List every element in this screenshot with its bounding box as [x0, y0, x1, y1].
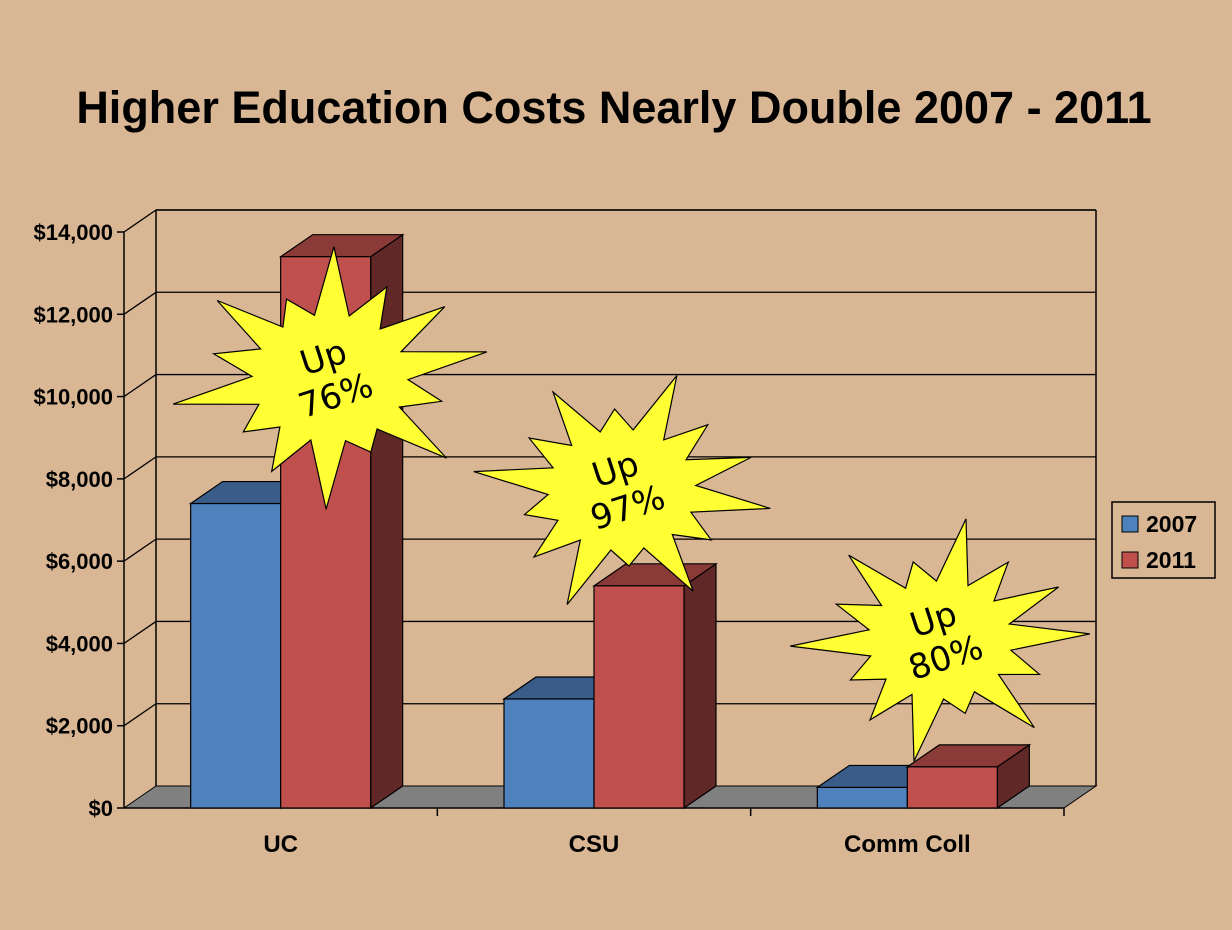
starburst-shape — [473, 375, 771, 605]
bar-csu-2011 — [592, 562, 718, 810]
gridline — [123, 373, 1096, 398]
legend-box — [1111, 501, 1216, 579]
starburst-shape — [790, 518, 1090, 762]
bar-front — [503, 698, 595, 809]
chart-title: Higher Education Costs Nearly Double 200… — [76, 82, 1151, 133]
bar-front — [593, 585, 685, 809]
y-tick-label: $14,000 — [33, 220, 113, 245]
gridline — [123, 291, 1096, 315]
gridline — [123, 456, 1096, 480]
y-tick-label: $8,000 — [46, 467, 113, 492]
x-tick-label: Comm Coll — [844, 831, 971, 858]
legend-swatch — [1121, 515, 1139, 533]
bar-side — [683, 562, 717, 810]
gridline — [123, 620, 1096, 644]
y-tick-label: $2,000 — [46, 714, 113, 739]
legend-swatch — [1121, 551, 1139, 569]
y-tick-label: $0 — [89, 796, 113, 821]
x-tick-label: UC — [263, 831, 298, 858]
starburst-shape — [173, 246, 487, 510]
bar-front — [190, 502, 282, 809]
bar-comm-coll-2011 — [905, 743, 1032, 810]
y-tick-label: $6,000 — [46, 549, 113, 574]
gridline — [123, 538, 1096, 562]
y-tick-label: $10,000 — [33, 385, 113, 410]
y-tick-label: $4,000 — [46, 631, 113, 656]
gridline — [123, 703, 1096, 727]
bar-front — [816, 786, 908, 809]
bars — [188, 233, 1032, 810]
x-tick-label: CSU — [569, 831, 620, 858]
y-tick-label: $12,000 — [33, 302, 113, 327]
legend-label: 2007 — [1146, 511, 1197, 537]
legend: 2007 2011 — [1111, 501, 1216, 579]
gridlines — [123, 209, 1097, 786]
bar-front — [906, 766, 998, 809]
legend-label: 2011 — [1146, 547, 1196, 573]
gridline — [123, 209, 1096, 233]
